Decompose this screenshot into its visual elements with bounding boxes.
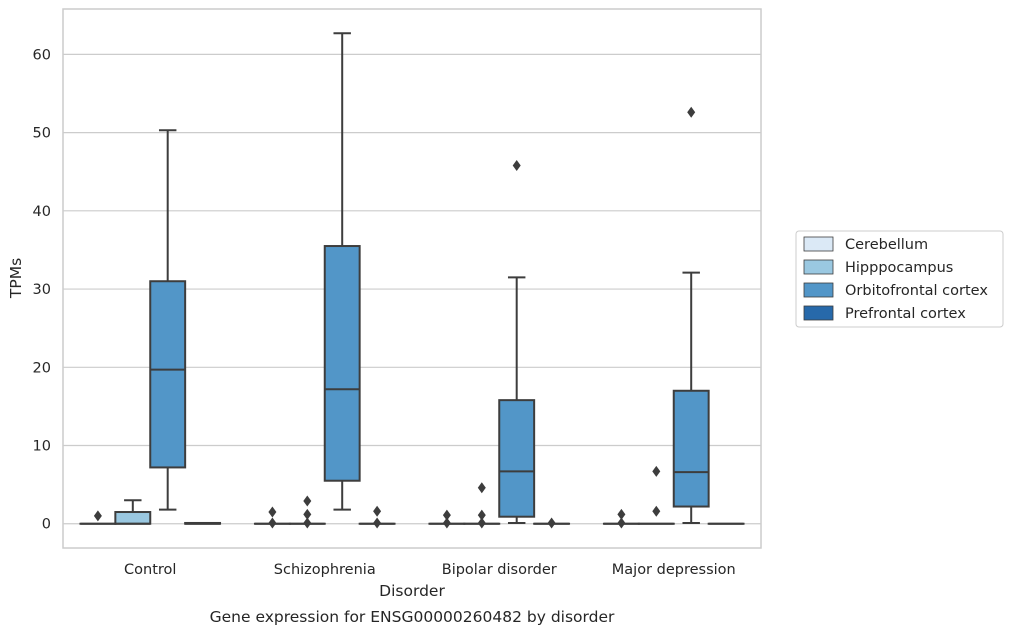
box-major-depression [602,508,640,529]
x-tick-label: Bipolar disorder [442,562,557,578]
legend-label: Orbitofrontal cortex [845,283,988,299]
outlier-point [268,517,277,529]
x-axis-title: Disorder [379,582,445,600]
box-control [149,129,187,511]
outlier-point [477,509,486,521]
box-schizophrenia [288,495,326,529]
x-tick-label: Schizophrenia [274,562,376,578]
box-schizophrenia [253,506,291,529]
outlier-point [652,465,661,477]
outlier-point [303,495,312,507]
outlier-point [373,505,382,517]
box-bipolar-disorder [498,159,536,524]
box-major-depression [672,106,710,524]
box-control [79,510,117,525]
box-body [672,389,710,508]
box-bipolar-disorder [428,509,466,529]
legend-swatch [803,282,834,298]
outlier-point [512,159,521,171]
y-tick-label: 10 [33,439,51,455]
box-body [323,245,361,482]
box-schizophrenia [323,32,361,511]
outlier-point [268,506,277,518]
legend-label: Cerebellum [845,237,928,253]
chart-title: Gene expression for ENSG00000260482 by d… [210,608,615,626]
box-bipolar-disorder [463,482,501,529]
x-tick-label: Control [124,562,176,578]
outlier-point [617,508,626,520]
y-axis-title: TPMs [7,258,25,299]
box-body [498,399,536,518]
legend: Cerebellum Hipppocampus Orbitofrontal cort… [795,230,1004,328]
y-tick-label: 50 [33,126,51,142]
y-axis-ticks: 0 10 20 30 40 50 60 [33,47,51,532]
series-hipppocampus [114,465,675,529]
series-cerebellum [79,506,640,529]
y-tick-label: 0 [42,517,51,533]
legend-swatch [803,259,834,275]
outlier-point [547,517,556,529]
box-control [184,521,222,525]
outlier-point [477,482,486,494]
box-body [149,280,187,469]
outlier-point [477,517,486,529]
y-tick-label: 20 [33,360,51,376]
legend-swatch [803,305,834,321]
y-tick-label: 30 [33,282,51,298]
outlier-point [442,517,451,529]
box-major-depression [637,465,675,525]
outlier-point [442,509,451,521]
outlier-point [303,508,312,520]
x-tick-label: Major depression [612,562,736,578]
legend-label: Prefrontal cortex [845,306,966,322]
legend-label: Hipppocampus [845,260,953,276]
outlier-point [373,517,382,529]
box-body [114,511,152,525]
plot-frame [62,8,762,549]
box-bipolar-disorder [533,517,571,529]
outlier-point [303,517,312,529]
outlier-point [93,510,102,522]
x-axis-ticks: Control Schizophrenia Bipolar disorder Majo… [124,562,736,578]
series-orbitofrontal-cortex [149,32,710,524]
y-tick-label: 60 [33,47,51,63]
box-schizophrenia [358,505,396,529]
box-series [79,32,745,529]
series-prefrontal-cortex [184,505,745,529]
outlier-point [687,106,696,118]
legend-frame [795,230,1004,328]
outlier-point [617,517,626,529]
legend-swatch [803,236,834,252]
y-tick-label: 40 [33,204,51,220]
box-control [114,499,152,525]
outlier-point [652,505,661,517]
